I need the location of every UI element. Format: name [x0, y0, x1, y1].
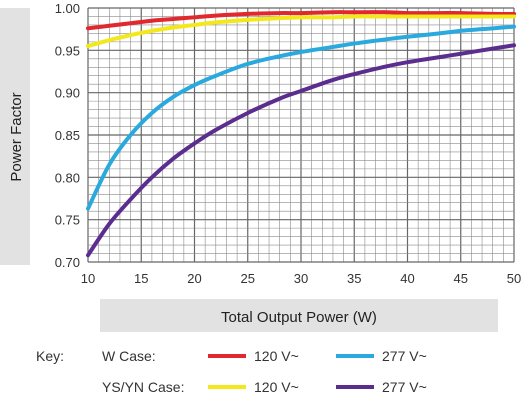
legend-label-w-120v: 120 V~	[254, 348, 299, 364]
y-tick-label: 0.85	[55, 128, 80, 143]
x-tick-labels: 10 15 20 25 30 35 40 45 50	[81, 271, 521, 286]
x-tick-label: 50	[507, 271, 521, 286]
series-line-ys-yn-case-120v	[86, 14, 516, 49]
y-tick-label: 0.80	[55, 170, 80, 185]
x-tick-label: 15	[134, 271, 148, 286]
plot-area	[86, 7, 516, 263]
legend-label-ys-120v: 120 V~	[254, 379, 299, 395]
legend-key-label: Key:	[36, 348, 64, 364]
x-axis-title-band	[100, 299, 498, 332]
y-tick-label: 0.90	[55, 86, 80, 101]
x-axis-title: Total Output Power (W)	[221, 309, 377, 326]
series-line-w-case-120v	[86, 10, 516, 31]
legend-group-ys-yn-case: YS/YN Case:	[102, 379, 184, 395]
x-tick-label: 25	[241, 271, 255, 286]
series-line-ys-yn-case-277v	[86, 43, 516, 258]
legend: Key: W Case: YS/YN Case: 120 V~ 277 V~ 1…	[36, 348, 427, 395]
y-axis-title: Power Factor	[8, 92, 25, 181]
x-tick-label: 20	[187, 271, 201, 286]
y-tick-label: 0.70	[55, 255, 80, 270]
y-tick-label: 1.00	[55, 1, 80, 16]
y-tick-labels: 1.00 0.95 0.90 0.85 0.80 0.75 0.70	[55, 1, 80, 270]
y-tick-label: 0.75	[55, 213, 80, 228]
y-axis-title-band	[0, 8, 30, 265]
legend-label-w-277v: 277 V~	[382, 348, 427, 364]
x-tick-label: 10	[81, 271, 95, 286]
x-tick-label: 35	[347, 271, 361, 286]
y-tick-label: 0.95	[55, 43, 80, 58]
x-tick-label: 45	[454, 271, 468, 286]
series-line-w-case-277v	[86, 24, 516, 211]
legend-group-w-case: W Case:	[102, 348, 156, 364]
x-tick-label: 40	[400, 271, 414, 286]
legend-label-ys-277v: 277 V~	[382, 379, 427, 395]
x-tick-label: 30	[294, 271, 308, 286]
